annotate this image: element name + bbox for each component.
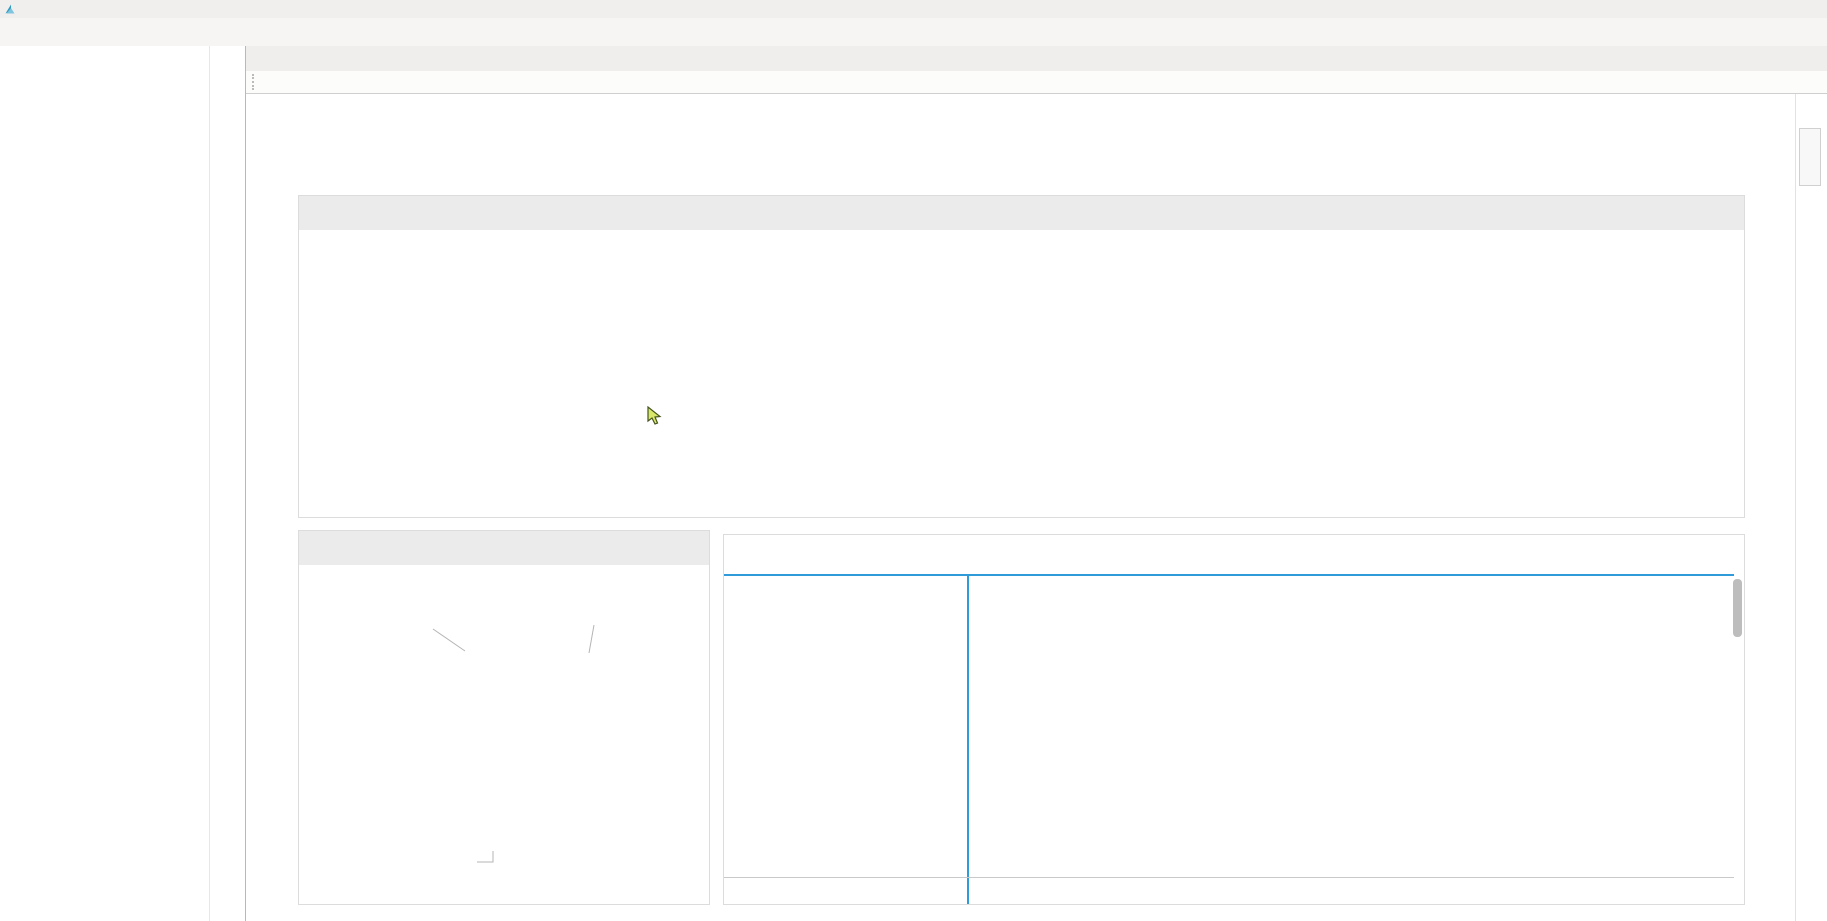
yoy-line-series: [299, 230, 1744, 517]
browser-toolbar: [246, 71, 1827, 94]
combo-chart-title: [299, 196, 1744, 230]
report-tab-bar: [246, 46, 1827, 71]
toolbar-grip: [252, 74, 257, 90]
combo-chart-plot: [299, 230, 1744, 517]
report-edge-divider: [1795, 94, 1796, 921]
title-bar: [0, 0, 1827, 19]
customer-table-panel: [723, 534, 1745, 905]
mouse-cursor: [647, 406, 662, 425]
sidebar-scroll-track[interactable]: [209, 46, 210, 921]
table-total-row: [724, 877, 1734, 902]
table-scrollbar-thumb[interactable]: [1733, 579, 1742, 637]
donut-chart-title: [299, 531, 709, 565]
report-canvas: [246, 94, 1827, 921]
sidebar-nav: [0, 46, 246, 921]
menu-bar: [0, 18, 1827, 46]
donut-chart-panel: [298, 530, 710, 905]
table-header-underline: [724, 574, 1734, 576]
table-column-divider: [967, 575, 969, 904]
app-logo-icon: [4, 3, 16, 15]
combo-chart-panel: [298, 195, 1745, 518]
filters-pane-collapsed-tab[interactable]: [1799, 128, 1821, 186]
donut-leader-lines: [432, 624, 595, 863]
donut-hole: [439, 669, 567, 797]
